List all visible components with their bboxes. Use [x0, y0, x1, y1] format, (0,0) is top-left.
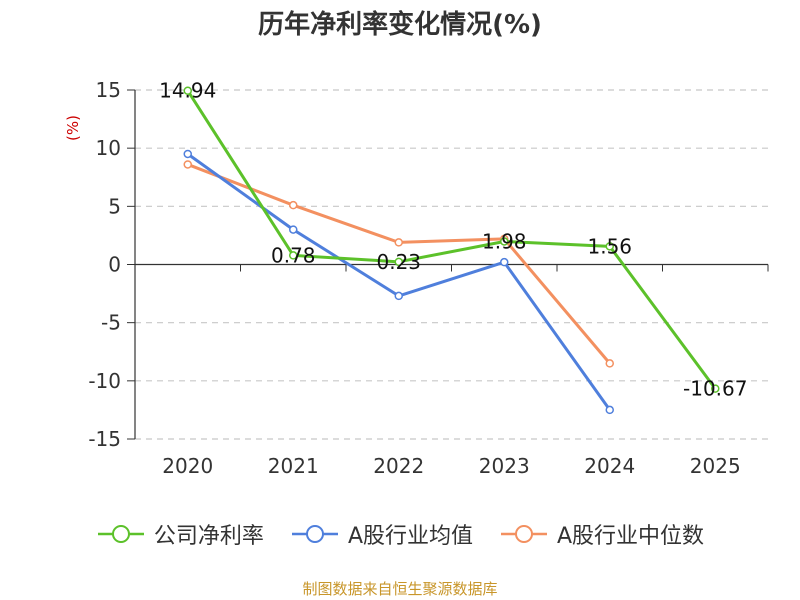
data-point — [500, 237, 509, 246]
x-tick-label: 2024 — [584, 454, 635, 478]
legend-swatch — [291, 525, 338, 543]
y-tick-label: 15 — [96, 78, 121, 102]
legend-swatch — [501, 525, 547, 543]
source-note: 制图数据来自恒生聚源数据库 — [302, 580, 498, 598]
legend-label: A股行业中位数 — [557, 524, 705, 549]
x-tick-label: 2020 — [162, 454, 213, 478]
series-line — [186, 89, 717, 390]
data-point — [183, 149, 192, 159]
data-point — [605, 242, 614, 251]
legend-item[interactable]: 公司净利率 — [96, 518, 264, 550]
y-axis-label: (%) — [64, 115, 82, 141]
data-point — [289, 251, 298, 260]
data-label: 14.94 — [159, 79, 216, 103]
data-point — [289, 225, 298, 234]
legend: 公司净利率 A股行业均值 A股行业中位数 — [0, 518, 800, 550]
data-label: -10.67 — [683, 377, 747, 401]
data-point — [500, 257, 509, 267]
data-label: 0.78 — [271, 243, 316, 267]
data-point — [183, 160, 192, 169]
y-tick-label: 5 — [108, 194, 121, 218]
data-labels: 14.94 0.78 0.23 1.98 1.56 -10.67 — [159, 79, 747, 401]
data-label: 1.98 — [482, 229, 527, 253]
data-point — [605, 359, 614, 368]
data-point — [394, 238, 403, 247]
legend-label: 公司净利率 — [153, 524, 264, 549]
data-point — [183, 86, 192, 95]
legend-item[interactable]: A股行业中位数 — [499, 518, 704, 550]
legend-swatch — [97, 525, 144, 543]
series-line — [186, 152, 611, 411]
y-tick-label: -5 — [101, 311, 121, 335]
x-tick-label: 2025 — [690, 454, 741, 478]
y-tick-label: 10 — [96, 136, 121, 160]
data-label: 0.23 — [376, 250, 421, 274]
x-tick-label: 2022 — [373, 454, 424, 478]
data-point — [605, 405, 614, 415]
y-tick-label: 0 — [108, 253, 121, 277]
legend-item[interactable]: A股行业均值 — [290, 518, 473, 550]
x-tick-label: 2023 — [479, 454, 530, 478]
legend-label: A股行业均值 — [347, 524, 473, 549]
data-point — [289, 200, 298, 210]
series-lines — [183, 86, 720, 415]
y-tick-label: -10 — [88, 369, 121, 393]
axes: 15 10 5 0 -5 -10 -15 2020 2021 2022 2023 2024 2025 — [88, 78, 769, 478]
data-point — [711, 384, 720, 393]
data-point — [394, 257, 403, 267]
x-tick-label: 2021 — [268, 454, 319, 478]
chart-title: 历年净利率变化情况(%) — [258, 10, 542, 40]
data-label: 1.56 — [587, 234, 632, 258]
y-tick-label: -15 — [88, 427, 121, 451]
data-point — [394, 291, 403, 301]
